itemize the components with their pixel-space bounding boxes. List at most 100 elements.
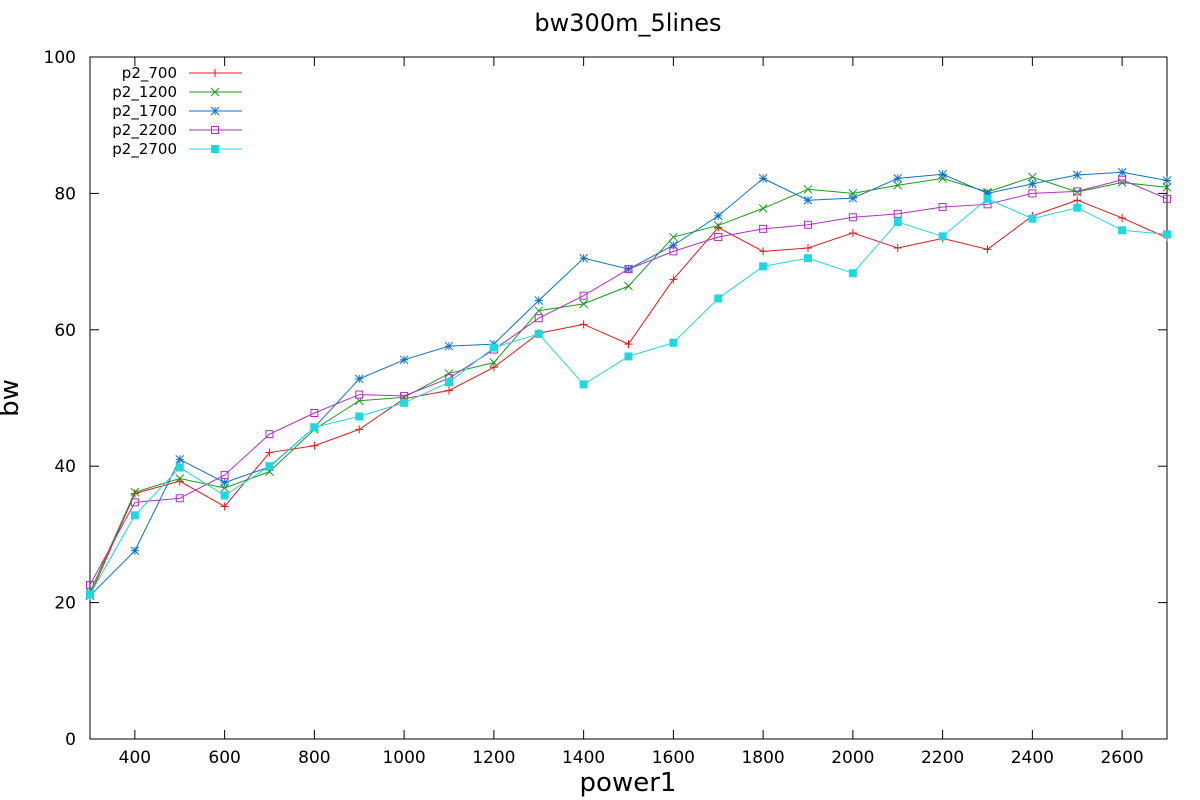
- data-point: [86, 590, 94, 599]
- data-point: [220, 502, 229, 511]
- data-point: [220, 491, 229, 500]
- x-tick-label: 400: [119, 748, 151, 768]
- data-point: [534, 329, 543, 338]
- data-point: [265, 430, 274, 439]
- data-point: [1073, 187, 1082, 196]
- series-p2_2700: [86, 194, 1171, 599]
- x-tick-label: 600: [208, 748, 240, 768]
- x-tick-label: 2200: [921, 748, 964, 768]
- legend-label: p2_1200: [112, 83, 177, 102]
- data-point: [1117, 167, 1127, 177]
- data-point: [1118, 213, 1127, 222]
- data-point: [1028, 172, 1037, 182]
- legend-label: p2_2200: [112, 121, 177, 140]
- legend-label: p2_2700: [112, 140, 177, 159]
- data-point: [310, 441, 319, 450]
- y-tick-label: 40: [54, 457, 76, 477]
- legend-label: p2_1700: [112, 102, 177, 121]
- data-point: [534, 314, 543, 323]
- y-tick-label: 20: [54, 594, 76, 614]
- data-point: [489, 363, 498, 372]
- data-point: [848, 213, 857, 222]
- x-tick-label: 1000: [382, 748, 425, 768]
- data-point: [624, 340, 633, 349]
- x-tick-label: 1200: [472, 748, 515, 768]
- data-point: [803, 184, 813, 194]
- series-p2_700: [86, 196, 1171, 600]
- data-point: [1118, 226, 1127, 235]
- data-point: [579, 380, 588, 389]
- data-point: [938, 203, 947, 212]
- data-point: [534, 296, 544, 305]
- data-point: [175, 494, 184, 503]
- data-point: [444, 341, 454, 351]
- series-p2_1700: [85, 167, 1172, 601]
- data-point: [86, 580, 94, 589]
- data-point: [804, 220, 812, 229]
- plot-frame: [89, 56, 1168, 740]
- data-point: [310, 409, 319, 418]
- data-point: [893, 209, 902, 218]
- data-point: [1072, 170, 1082, 180]
- data-point: [579, 253, 588, 263]
- series-line: [89, 198, 1168, 595]
- series-line: [89, 176, 1168, 593]
- x-axis: 400 600 800 1000 1200 1400 1600 1800 2000 2200 240…: [119, 57, 1144, 768]
- data-point: [445, 378, 453, 387]
- data-point: [938, 232, 947, 241]
- series-line: [89, 179, 1168, 586]
- data-point: [220, 478, 229, 487]
- data-point: [759, 224, 768, 233]
- chart-title: bw300m_5lines: [534, 9, 721, 37]
- data-point: [669, 338, 678, 347]
- data-point: [759, 247, 768, 256]
- data-point: [893, 174, 903, 183]
- data-point: [848, 228, 857, 237]
- legend-marker: [211, 145, 219, 153]
- data-point: [1162, 176, 1172, 185]
- y-tick-label: 80: [54, 184, 76, 204]
- legend-marker: [211, 69, 219, 77]
- x-tick-label: 2000: [831, 748, 874, 768]
- data-point: [355, 412, 364, 421]
- data-point: [983, 245, 992, 254]
- y-axis: 0 20 40 60 80 100: [44, 48, 1167, 750]
- data-point: [355, 390, 364, 399]
- data-point: [175, 474, 185, 483]
- data-point: [983, 189, 992, 198]
- y-axis-label: bw: [0, 379, 25, 417]
- legend-marker: [211, 126, 219, 134]
- data-point: [355, 425, 364, 434]
- data-point: [758, 174, 768, 183]
- legend-marker: [210, 106, 220, 116]
- data-point: [534, 306, 544, 316]
- data-point: [669, 232, 678, 242]
- series-line: [89, 199, 1168, 596]
- data-point: [1028, 214, 1037, 223]
- data-point: [175, 455, 185, 464]
- data-point: [893, 180, 903, 190]
- data-point: [893, 218, 902, 227]
- data-point: [399, 355, 409, 365]
- data-point: [758, 204, 768, 213]
- x-axis-label: power1: [580, 768, 677, 798]
- data-point: [714, 233, 723, 242]
- data-point: [624, 352, 633, 361]
- data-point: [265, 448, 274, 457]
- data-point: [130, 489, 139, 498]
- data-point: [759, 262, 768, 271]
- series-p2_2200: [86, 175, 1171, 589]
- data-point: [579, 291, 588, 300]
- data-point: [669, 240, 678, 250]
- data-point: [130, 546, 140, 556]
- x-tick-label: 1400: [562, 748, 605, 768]
- data-point: [1163, 230, 1171, 239]
- data-point: [130, 511, 139, 520]
- data-point: [579, 320, 588, 329]
- data-point: [848, 269, 857, 278]
- data-point: [624, 281, 633, 291]
- data-point: [130, 487, 140, 497]
- legend-label: p2_700: [122, 64, 177, 83]
